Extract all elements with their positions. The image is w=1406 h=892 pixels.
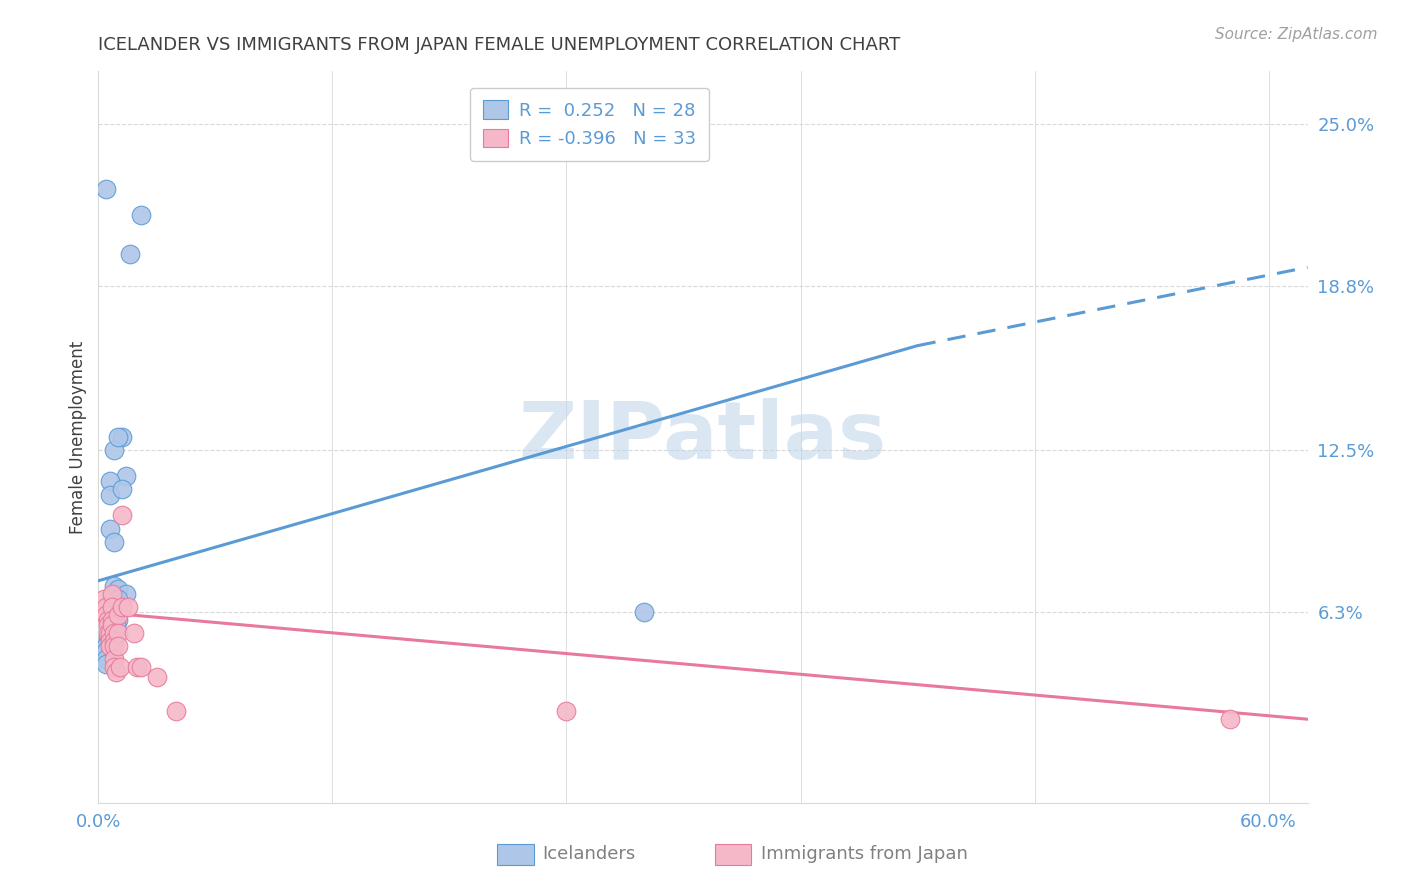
Point xyxy=(165,705,187,719)
Point xyxy=(96,599,118,614)
Point xyxy=(107,607,129,622)
Point xyxy=(122,626,145,640)
Point xyxy=(103,639,125,653)
Point xyxy=(107,582,129,596)
FancyBboxPatch shape xyxy=(716,845,751,865)
Point xyxy=(98,626,121,640)
Point xyxy=(146,670,169,684)
Point xyxy=(111,430,134,444)
Point xyxy=(633,605,655,619)
Point xyxy=(117,599,139,614)
Point xyxy=(97,613,120,627)
Point xyxy=(97,618,120,632)
Point xyxy=(103,443,125,458)
Point xyxy=(98,475,121,489)
Point xyxy=(97,626,120,640)
Point xyxy=(98,633,121,648)
Point xyxy=(107,639,129,653)
Point xyxy=(107,613,129,627)
Point xyxy=(127,660,149,674)
Point xyxy=(103,660,125,674)
Legend: R =  0.252   N = 28, R = -0.396   N = 33: R = 0.252 N = 28, R = -0.396 N = 33 xyxy=(470,87,709,161)
Point xyxy=(101,599,124,614)
FancyBboxPatch shape xyxy=(498,845,534,865)
Point xyxy=(111,508,134,523)
Point xyxy=(118,247,141,261)
Point xyxy=(131,208,153,222)
Point xyxy=(103,587,125,601)
Point xyxy=(101,613,124,627)
Point xyxy=(111,483,134,497)
Point xyxy=(96,639,118,653)
Point xyxy=(96,182,118,196)
Point xyxy=(114,469,136,483)
Point xyxy=(107,626,129,640)
Point xyxy=(104,618,127,632)
Point xyxy=(101,587,124,601)
Point xyxy=(98,626,121,640)
Point xyxy=(1219,712,1241,726)
Point xyxy=(93,592,115,607)
Text: Source: ZipAtlas.com: Source: ZipAtlas.com xyxy=(1215,27,1378,42)
Point xyxy=(555,705,578,719)
Y-axis label: Female Unemployment: Female Unemployment xyxy=(69,341,87,533)
Point xyxy=(111,599,134,614)
Point xyxy=(103,626,125,640)
Text: Icelanders: Icelanders xyxy=(543,845,636,863)
Point xyxy=(131,660,153,674)
Point xyxy=(114,587,136,601)
Point xyxy=(96,607,118,622)
Point xyxy=(101,618,124,632)
Point xyxy=(108,660,131,674)
Text: ICELANDER VS IMMIGRANTS FROM JAPAN FEMALE UNEMPLOYMENT CORRELATION CHART: ICELANDER VS IMMIGRANTS FROM JAPAN FEMAL… xyxy=(98,36,901,54)
Point xyxy=(96,652,118,666)
Point xyxy=(103,618,125,632)
Point xyxy=(96,644,118,658)
Point xyxy=(98,618,121,632)
Point xyxy=(98,487,121,501)
Text: Immigrants from Japan: Immigrants from Japan xyxy=(761,845,967,863)
Text: ZIPatlas: ZIPatlas xyxy=(519,398,887,476)
Point xyxy=(103,633,125,648)
Point xyxy=(107,430,129,444)
Point xyxy=(103,534,125,549)
Point xyxy=(103,579,125,593)
Point xyxy=(98,521,121,535)
Point xyxy=(96,657,118,672)
Point xyxy=(107,592,129,607)
Point xyxy=(103,652,125,666)
Point xyxy=(104,665,127,680)
Point xyxy=(97,632,120,646)
Point xyxy=(98,639,121,653)
